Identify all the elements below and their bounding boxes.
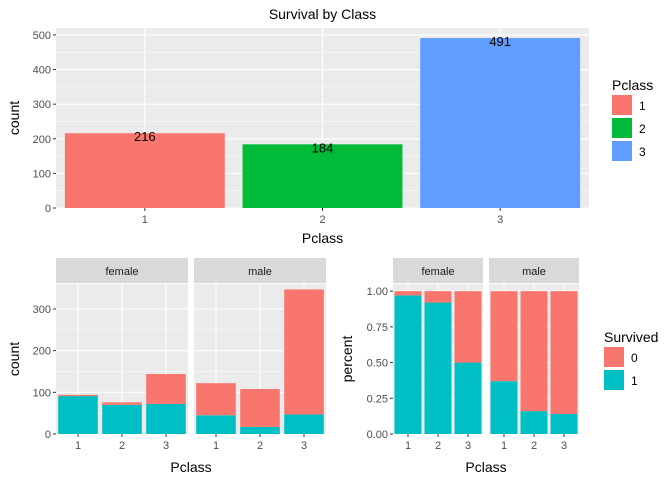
chart1-legend-label-2: 2 [639, 122, 646, 136]
chart3-x-axis-label: Pclass [465, 459, 506, 475]
chart1-x-axis-label: Pclass [302, 230, 343, 246]
chart2-y-axis-label: count [6, 342, 22, 376]
chart2-bar-male-class1-survived0 [196, 383, 236, 416]
chart1-bar-3 [420, 38, 581, 209]
chart3-bar-male-class3-survived1 [550, 414, 578, 434]
chart2-bar-female-class2-survived1 [102, 404, 142, 434]
chart2-y-tick-label: 100 [33, 387, 51, 399]
chart2-y-tick-label: 300 [33, 304, 51, 316]
chart3-y-tick-label: 1.00 [367, 286, 388, 298]
chart2-y-tick-label: 200 [33, 346, 51, 358]
chart2-bar-male-class2-survived0 [240, 389, 280, 427]
chart2-x-tick-label: 2 [257, 440, 263, 452]
chart2-bar-female-class3-survived0 [146, 374, 186, 404]
chart1-data-label-2: 184 [312, 140, 334, 155]
chart3-bar-female-class1-survived0 [394, 291, 422, 296]
chart1-legend-key-2 [612, 118, 632, 138]
chart1-y-tick-label: 500 [33, 30, 51, 42]
chart2-bar-male-class3-survived0 [284, 289, 324, 415]
chart3-bar-female-class1-survived1 [394, 295, 422, 434]
chart2-bar-male-class1-survived1 [196, 415, 236, 434]
chart3-strip-label-female: female [421, 266, 454, 278]
chart1-x-tick-label: 3 [497, 214, 503, 226]
chart2-x-tick-label: 1 [213, 440, 219, 452]
chart3-bar-female-class2-survived0 [424, 291, 452, 303]
chart2-x-axis-label: Pclass [170, 459, 211, 475]
chart1-legend-title: Pclass [612, 77, 653, 93]
chart2-strip-female [56, 258, 188, 283]
chart1-y-axis-label: count [6, 101, 22, 135]
chart2-x-tick-label: 3 [301, 440, 307, 452]
chart3-x-tick-label: 2 [435, 440, 441, 452]
chart2-x-tick-label: 2 [119, 440, 125, 452]
chart1-bar-2 [242, 144, 403, 208]
chart3-y-tick-label: 0.25 [367, 393, 388, 405]
chart1-y-tick-label: 400 [33, 65, 51, 77]
chart3-strip-label-male: male [522, 266, 546, 278]
chart1-data-label-1: 216 [134, 129, 156, 144]
chart1-x-tick-label: 2 [319, 214, 325, 226]
chart1-y-tick-label: 100 [33, 168, 51, 180]
chart3-strip-female [393, 258, 483, 283]
chart3-bar-female-class2-survived1 [424, 302, 452, 434]
chart3-y-axis-label: percent [339, 336, 355, 383]
chart2-strip-label-female: female [105, 266, 138, 278]
chart3-y-tick-label: 0.50 [367, 358, 388, 370]
chart3-bar-male-class2-survived1 [520, 411, 548, 434]
chart2-bar-female-class2-survived0 [102, 402, 142, 405]
chart3-x-tick-label: 3 [465, 440, 471, 452]
chart1-y-tick-label: 0 [45, 203, 51, 215]
chart2-strip-label-male: male [248, 266, 272, 278]
chart3-legend-label-0: 0 [631, 351, 638, 365]
chart3-x-tick-label: 1 [501, 440, 507, 452]
chart3-y-tick-label: 0.00 [367, 429, 388, 441]
chart2-y-tick-label: 0 [45, 429, 51, 441]
chart1-legend-key-3 [612, 141, 632, 161]
chart3-legend-label-1: 1 [631, 374, 638, 388]
chart1-y-tick-label: 200 [33, 134, 51, 146]
chart2-x-tick-label: 3 [163, 440, 169, 452]
chart1-data-label-3: 491 [489, 34, 511, 49]
chart3-x-tick-label: 1 [405, 440, 411, 452]
chart2-bar-female-class1-survived0 [58, 394, 98, 397]
chart3-bar-male-class1-survived0 [490, 291, 518, 382]
chart2-bar-male-class2-survived1 [240, 426, 280, 434]
chart1-x-tick-label: 1 [142, 214, 148, 226]
chart3-x-tick-label: 2 [531, 440, 537, 452]
chart3-bar-male-class2-survived0 [520, 291, 548, 412]
chart3-bar-female-class3-survived1 [454, 362, 482, 434]
chart1-legend-label-3: 3 [639, 145, 646, 159]
chart3-legend-key-1 [604, 370, 624, 390]
chart1-y-tick-label: 300 [33, 99, 51, 111]
chart3-bar-male-class3-survived0 [550, 291, 578, 414]
chart2-strip-male [194, 258, 326, 283]
chart2-bar-female-class1-survived1 [58, 396, 98, 434]
chart3-strip-male [489, 258, 579, 283]
chart3-x-tick-label: 3 [561, 440, 567, 452]
chart3-y-tick-label: 0.75 [367, 322, 388, 334]
chart3-bar-male-class1-survived1 [490, 381, 518, 434]
chart3-legend-key-0 [604, 347, 624, 367]
chart2-bar-female-class3-survived1 [146, 404, 186, 434]
chart1-legend-label-1: 1 [639, 99, 646, 113]
chart1-legend-key-1 [612, 95, 632, 115]
chart3-bar-female-class3-survived0 [454, 291, 482, 363]
chart1-title: Survival by Class [269, 6, 376, 22]
chart3-legend-title: Survived [604, 329, 658, 345]
chart2-bar-male-class3-survived1 [284, 414, 324, 434]
chart1-bar-1 [64, 133, 225, 208]
chart2-x-tick-label: 1 [75, 440, 81, 452]
